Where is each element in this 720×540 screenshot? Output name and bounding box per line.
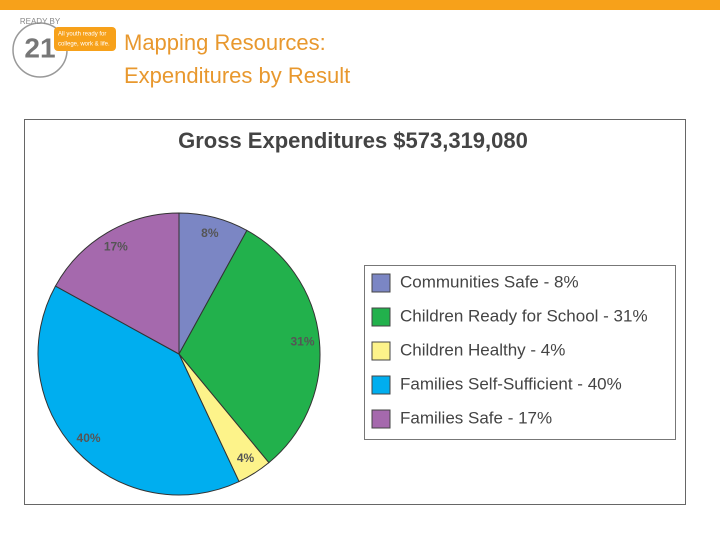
logo-number: 21 [24, 32, 55, 63]
legend-swatch [371, 409, 391, 429]
legend-swatch [371, 375, 391, 395]
legend-box [364, 265, 676, 440]
logo-tagline: All youth ready for [58, 32, 106, 38]
slice-label: 4% [237, 451, 255, 465]
legend-label: Communities Safe - 8% [400, 272, 579, 291]
legend-label: Children Healthy - 4% [400, 340, 565, 359]
logo: READY BY 21 All youth ready for college,… [12, 17, 116, 78]
legend-label: Families Self-Sufficient - 40% [400, 374, 622, 393]
legend-label: Families Safe - 17% [400, 408, 552, 427]
pie-slice [178, 229, 321, 464]
slice-label: 8% [201, 226, 219, 240]
logo-tagline: college, work & life. [58, 42, 110, 48]
slice-label: 31% [291, 334, 315, 348]
pie-slice [37, 285, 240, 496]
legend-swatch [371, 273, 391, 293]
legend-label: Children Ready for School - 31% [400, 306, 648, 325]
logo-tag [54, 27, 116, 51]
slide-title: Mapping Resources: [124, 30, 326, 55]
chart-title: Gross Expenditures $573,319,080 [178, 128, 528, 153]
legend-swatch [371, 341, 391, 361]
slide-title: Expenditures by Result [124, 63, 350, 88]
top-bar [0, 0, 720, 10]
logo-arc-text: READY BY [20, 17, 61, 26]
slice-label: 17% [104, 239, 128, 253]
pie-slice [54, 212, 180, 355]
legend-swatch [371, 307, 391, 327]
slice-label: 40% [77, 431, 101, 445]
